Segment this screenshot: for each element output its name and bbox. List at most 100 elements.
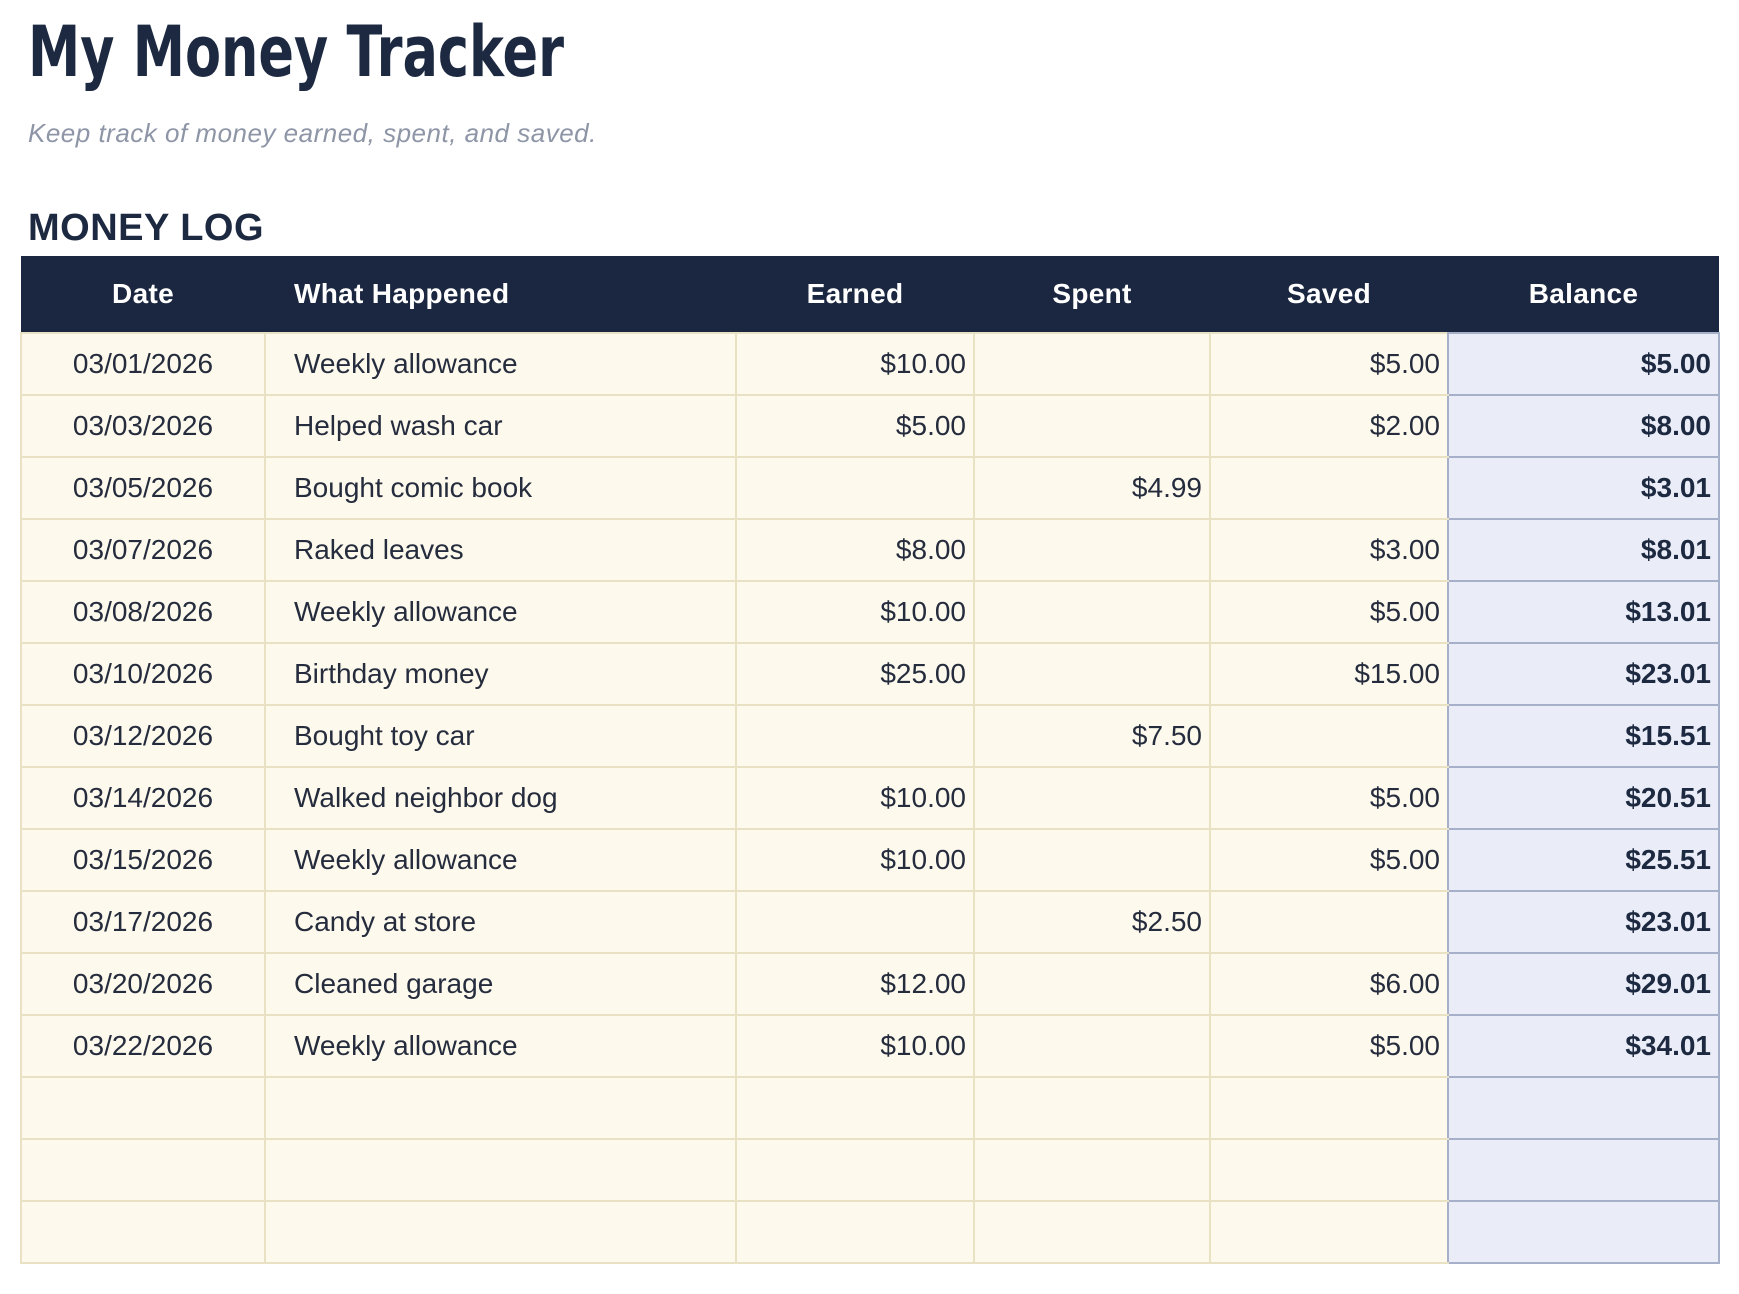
- cell-balance[interactable]: [1447, 1138, 1720, 1202]
- cell-earned[interactable]: [735, 704, 975, 768]
- cell-balance[interactable]: [1447, 1200, 1720, 1264]
- cell-saved[interactable]: [1209, 1200, 1449, 1264]
- cell-date[interactable]: 03/17/2026: [20, 890, 266, 954]
- cell-earned[interactable]: $12.00: [735, 952, 975, 1016]
- cell-date[interactable]: 03/08/2026: [20, 580, 266, 644]
- cell-what-happened[interactable]: [264, 1200, 737, 1264]
- cell-what-happened[interactable]: Helped wash car: [264, 394, 737, 458]
- cell-date[interactable]: 03/10/2026: [20, 642, 266, 706]
- cell-saved[interactable]: [1209, 1076, 1449, 1140]
- cell-balance[interactable]: $20.51: [1447, 766, 1720, 830]
- cell-earned[interactable]: $10.00: [735, 766, 975, 830]
- cell-saved[interactable]: $5.00: [1209, 1014, 1449, 1078]
- cell-earned[interactable]: [735, 1076, 975, 1140]
- cell-balance[interactable]: $13.01: [1447, 580, 1720, 644]
- cell-spent[interactable]: [973, 580, 1211, 644]
- table-row: 03/14/2026 Walked neighbor dog $10.00 $5.00…: [20, 766, 1720, 830]
- cell-what-happened[interactable]: Weekly allowance: [264, 1014, 737, 1078]
- cell-balance[interactable]: $3.01: [1447, 456, 1720, 520]
- cell-spent[interactable]: $7.50: [973, 704, 1211, 768]
- cell-saved[interactable]: [1209, 1138, 1449, 1202]
- cell-balance[interactable]: $5.00: [1447, 332, 1720, 396]
- cell-date[interactable]: 03/05/2026: [20, 456, 266, 520]
- cell-saved[interactable]: $5.00: [1209, 828, 1449, 892]
- cell-spent[interactable]: [973, 518, 1211, 582]
- cell-earned[interactable]: [735, 890, 975, 954]
- cell-balance[interactable]: $34.01: [1447, 1014, 1720, 1078]
- cell-what-happened[interactable]: Weekly allowance: [264, 828, 737, 892]
- cell-saved[interactable]: [1209, 704, 1449, 768]
- cell-date[interactable]: 03/03/2026: [20, 394, 266, 458]
- cell-spent[interactable]: [973, 766, 1211, 830]
- cell-saved[interactable]: $3.00: [1209, 518, 1449, 582]
- table-row: 03/03/2026 Helped wash car $5.00 $2.00 $8.00: [20, 394, 1720, 458]
- table-row: 03/07/2026 Raked leaves $8.00 $3.00 $8.01: [20, 518, 1720, 582]
- cell-saved[interactable]: $5.00: [1209, 766, 1449, 830]
- cell-date[interactable]: [20, 1138, 266, 1202]
- cell-date[interactable]: [20, 1076, 266, 1140]
- cell-earned[interactable]: $5.00: [735, 394, 975, 458]
- cell-spent[interactable]: [973, 1014, 1211, 1078]
- column-header-spent: Spent: [974, 256, 1210, 333]
- cell-date[interactable]: [20, 1200, 266, 1264]
- cell-earned[interactable]: [735, 456, 975, 520]
- cell-date[interactable]: 03/14/2026: [20, 766, 266, 830]
- cell-spent[interactable]: [973, 394, 1211, 458]
- cell-spent[interactable]: [973, 332, 1211, 396]
- cell-balance[interactable]: $8.01: [1447, 518, 1720, 582]
- cell-what-happened[interactable]: Birthday money: [264, 642, 737, 706]
- cell-balance[interactable]: $29.01: [1447, 952, 1720, 1016]
- column-header-balance: Balance: [1448, 256, 1719, 333]
- cell-date[interactable]: 03/20/2026: [20, 952, 266, 1016]
- cell-date[interactable]: 03/07/2026: [20, 518, 266, 582]
- cell-earned[interactable]: $10.00: [735, 580, 975, 644]
- table-row: 03/01/2026 Weekly allowance $10.00 $5.00 $5.…: [20, 332, 1720, 396]
- cell-date[interactable]: 03/12/2026: [20, 704, 266, 768]
- cell-what-happened[interactable]: Weekly allowance: [264, 332, 737, 396]
- cell-what-happened[interactable]: [264, 1138, 737, 1202]
- column-header-earned: Earned: [736, 256, 974, 333]
- column-header-what-happened: What Happened: [265, 256, 736, 333]
- cell-balance[interactable]: $15.51: [1447, 704, 1720, 768]
- cell-what-happened[interactable]: Bought comic book: [264, 456, 737, 520]
- cell-earned[interactable]: $10.00: [735, 332, 975, 396]
- cell-spent[interactable]: [973, 1200, 1211, 1264]
- cell-saved[interactable]: [1209, 890, 1449, 954]
- cell-saved[interactable]: $15.00: [1209, 642, 1449, 706]
- cell-what-happened[interactable]: Bought toy car: [264, 704, 737, 768]
- cell-what-happened[interactable]: Raked leaves: [264, 518, 737, 582]
- cell-date[interactable]: 03/15/2026: [20, 828, 266, 892]
- cell-balance[interactable]: $23.01: [1447, 642, 1720, 706]
- table-row: 03/10/2026 Birthday money $25.00 $15.00 $23.…: [20, 642, 1720, 706]
- cell-balance[interactable]: $25.51: [1447, 828, 1720, 892]
- cell-date[interactable]: 03/01/2026: [20, 332, 266, 396]
- cell-saved[interactable]: [1209, 456, 1449, 520]
- cell-what-happened[interactable]: Candy at store: [264, 890, 737, 954]
- cell-spent[interactable]: [973, 1076, 1211, 1140]
- cell-saved[interactable]: $5.00: [1209, 332, 1449, 396]
- cell-earned[interactable]: $8.00: [735, 518, 975, 582]
- cell-saved[interactable]: $5.00: [1209, 580, 1449, 644]
- cell-spent[interactable]: [973, 1138, 1211, 1202]
- cell-what-happened[interactable]: Cleaned garage: [264, 952, 737, 1016]
- cell-spent[interactable]: [973, 828, 1211, 892]
- cell-earned[interactable]: $25.00: [735, 642, 975, 706]
- cell-what-happened[interactable]: Weekly allowance: [264, 580, 737, 644]
- cell-balance[interactable]: $8.00: [1447, 394, 1720, 458]
- cell-balance[interactable]: [1447, 1076, 1720, 1140]
- cell-spent[interactable]: [973, 642, 1211, 706]
- cell-earned[interactable]: $10.00: [735, 828, 975, 892]
- cell-date[interactable]: 03/22/2026: [20, 1014, 266, 1078]
- cell-saved[interactable]: $2.00: [1209, 394, 1449, 458]
- cell-saved[interactable]: $6.00: [1209, 952, 1449, 1016]
- cell-what-happened[interactable]: Walked neighbor dog: [264, 766, 737, 830]
- cell-spent[interactable]: [973, 952, 1211, 1016]
- cell-earned[interactable]: [735, 1200, 975, 1264]
- cell-balance[interactable]: $23.01: [1447, 890, 1720, 954]
- table-body: 03/01/2026 Weekly allowance $10.00 $5.00 $5.…: [20, 332, 1720, 1264]
- cell-earned[interactable]: [735, 1138, 975, 1202]
- cell-what-happened[interactable]: [264, 1076, 737, 1140]
- cell-earned[interactable]: $10.00: [735, 1014, 975, 1078]
- cell-spent[interactable]: $4.99: [973, 456, 1211, 520]
- cell-spent[interactable]: $2.50: [973, 890, 1211, 954]
